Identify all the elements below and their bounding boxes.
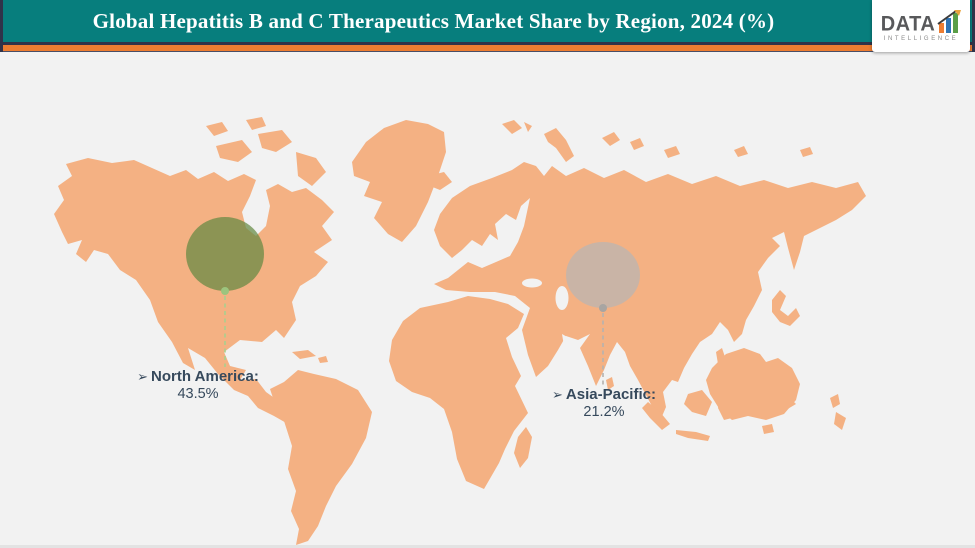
novaya-zemlya-islands <box>544 128 574 162</box>
eurasia-landmass <box>434 162 866 421</box>
asia-pacific-value: 21.2% <box>583 404 625 420</box>
arrow-marker-icon: ➢ <box>137 369 149 384</box>
south-america-landmass <box>270 370 372 545</box>
asia-pacific-label: ➢ Asia-Pacific: 21.2% <box>552 386 656 421</box>
asia-pacific-highlight <box>566 242 640 308</box>
svalbard-islands <box>502 120 532 134</box>
greenland-landmass <box>352 120 446 242</box>
iceland-landmass <box>428 172 452 190</box>
bar-chart-logo-icon <box>937 10 962 34</box>
north-america-leader-dot <box>221 287 229 295</box>
arrow-marker-icon: ➢ <box>552 387 563 402</box>
asia-pacific-label-text: Asia-Pacific: <box>565 386 656 403</box>
arctic-islands <box>206 117 326 186</box>
persian-gulf <box>562 334 576 346</box>
north-america-label: ➢ North America: 43.5% <box>137 368 259 403</box>
world-map-svg <box>54 117 866 545</box>
australia-landmass <box>706 348 800 420</box>
tasmania-island <box>762 424 774 434</box>
new-zealand-islands <box>830 394 846 430</box>
madagascar-island <box>514 427 532 468</box>
datam-logo: DATA INTELLIGENCE <box>872 0 970 52</box>
header-teal-band <box>3 0 972 42</box>
page-title: Global Hepatitis B and C Therapeutics Ma… <box>92 8 775 33</box>
world-map-land <box>54 117 866 545</box>
header-navy-divider <box>3 42 972 45</box>
north-america-landmass <box>54 158 334 424</box>
header-bar: Global Hepatitis B and C Therapeutics Ma… <box>0 0 975 52</box>
sri-lanka-island <box>606 377 614 390</box>
header-thin-divider <box>3 51 972 52</box>
japan-islands <box>772 290 800 326</box>
black-sea <box>522 278 542 288</box>
north-america-label-text: North America: <box>151 368 259 385</box>
siberian-islands <box>602 132 813 158</box>
north-america-highlight <box>186 217 264 291</box>
logo-subtext: INTELLIGENCE <box>883 36 959 42</box>
logo-wordmark: DATA <box>880 12 936 36</box>
caribbean-islands <box>292 350 328 363</box>
asia-pacific-leader-dot <box>599 304 607 312</box>
inland-seas <box>522 278 576 346</box>
header-orange-strip <box>3 45 972 51</box>
caspian-sea <box>555 286 569 310</box>
north-america-value: 43.5% <box>177 386 219 402</box>
africa-landmass <box>389 296 528 489</box>
